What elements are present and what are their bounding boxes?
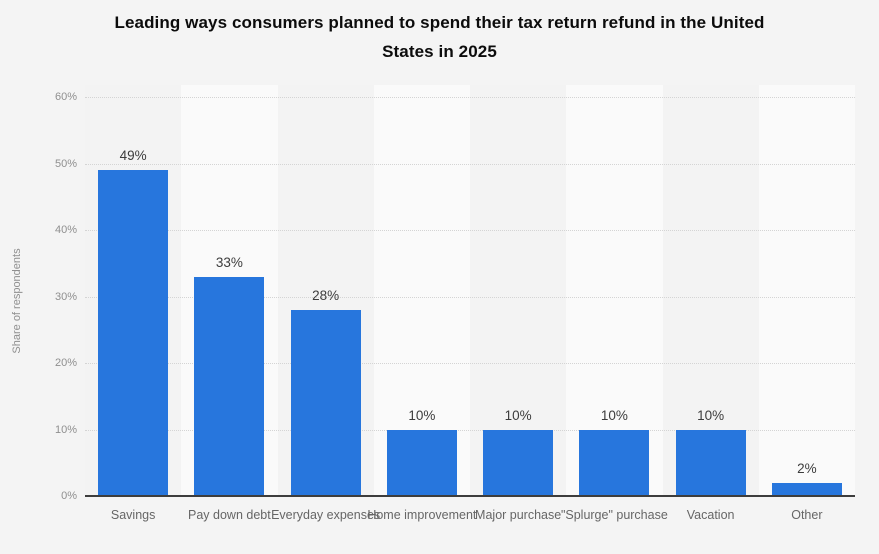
x-category-label: "Splurge" purchase	[560, 508, 668, 522]
x-category-label: Savings	[110, 508, 156, 522]
bar-splurge-purchase[interactable]	[579, 429, 650, 496]
gridline-60%	[85, 97, 855, 98]
gridline-40%	[85, 230, 855, 231]
plot-band	[566, 85, 663, 496]
x-category-label: Home improvement	[367, 508, 477, 522]
plot-band	[373, 85, 470, 496]
y-tick-label: 60%	[54, 91, 77, 103]
plot-band	[470, 85, 567, 496]
y-tick-label: 0%	[61, 490, 77, 502]
gridline-10%	[85, 429, 855, 431]
gridline-50%	[85, 163, 855, 165]
bar-major-purchase[interactable]	[483, 429, 554, 496]
gridline-20%	[85, 363, 855, 364]
y-axis-title: Share of respondents	[11, 248, 23, 354]
x-category-label: Vacation	[686, 508, 735, 522]
bar-value-label: 10%	[504, 407, 532, 423]
chart-title-line-1: Leading ways consumers planned to spend …	[114, 13, 765, 32]
bar-value-label: 10%	[697, 407, 725, 423]
bar-everyday-expenses[interactable]	[290, 309, 361, 496]
plot-band	[662, 85, 759, 496]
x-category-label: Major purchase	[475, 508, 562, 522]
y-tick-label: 40%	[54, 224, 77, 236]
bar-other[interactable]	[771, 482, 842, 496]
bar-value-label: 10%	[408, 407, 436, 423]
x-category-label: Other	[791, 508, 823, 522]
gridline-30%	[85, 296, 855, 298]
bar-pay-down-debt[interactable]	[194, 276, 265, 496]
y-tick-label: 50%	[54, 157, 77, 170]
bar-value-label: 49%	[119, 148, 147, 164]
x-axis-line	[85, 495, 855, 497]
x-category-label: Everyday expenses	[271, 508, 381, 522]
bar-home-improvement[interactable]	[386, 429, 457, 496]
chart-title-line-2: States in 2025	[382, 42, 497, 61]
plot-band	[758, 85, 855, 496]
bar-value-label: 2%	[797, 460, 817, 476]
bar-vacation[interactable]	[675, 429, 746, 496]
chart-title: Leading ways consumers planned to spend …	[0, 8, 879, 66]
x-category-label: Pay down debt	[188, 508, 271, 522]
y-tick-label: 20%	[54, 357, 77, 369]
bar-value-label: 10%	[600, 407, 628, 423]
plot-area	[85, 85, 855, 496]
bar-savings[interactable]	[98, 170, 169, 496]
y-tick-label: 10%	[54, 423, 77, 436]
bar-value-label: 33%	[215, 254, 243, 270]
bar-value-label: 28%	[312, 287, 340, 303]
y-tick-label: 30%	[54, 290, 77, 303]
